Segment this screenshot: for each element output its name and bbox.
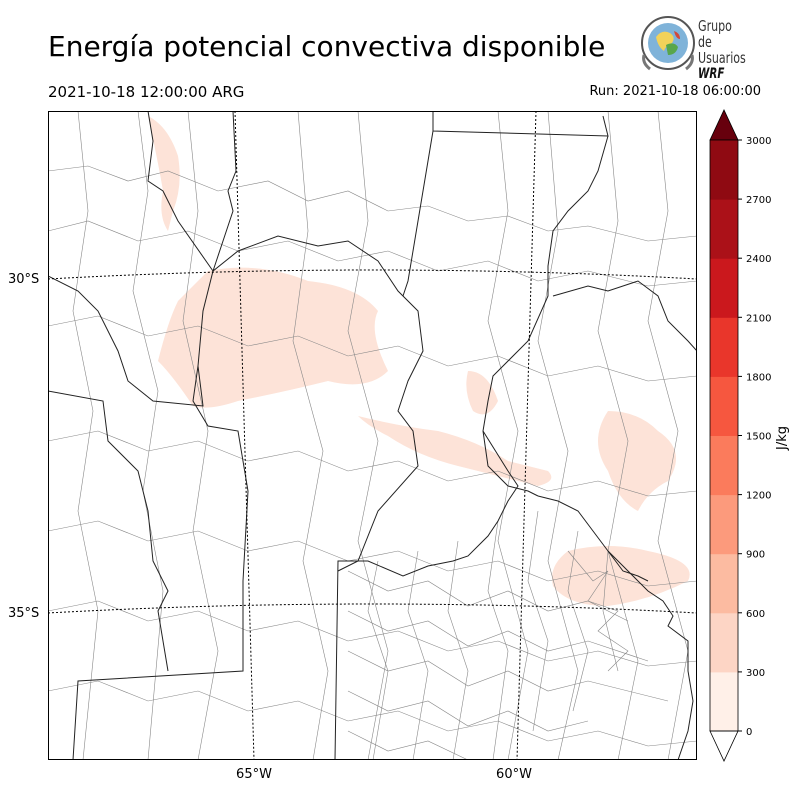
lat-label-30s: 30°S [8, 272, 40, 287]
colorbar-extend-max [709, 109, 739, 141]
colorbar-segment [710, 671, 738, 732]
lat-label-35s: 35°S [8, 606, 40, 621]
colorbar-tick-label: 3000 [746, 136, 771, 147]
logo-line-2: Usuarios [698, 49, 746, 67]
valid-time: 2021-10-18 12:00:00 ARG [48, 83, 245, 101]
colorbar-tick-label: 1800 [746, 372, 771, 383]
globe-logo-icon [641, 16, 695, 71]
province-boundaries [48, 111, 697, 760]
colorbar: 0 300 600 900 1200 1500 1800 2100 2400 2700 3000 J… [709, 109, 790, 762]
map-frame [48, 111, 697, 760]
colorbar-segment [710, 317, 738, 377]
colorbar-segment [710, 140, 738, 200]
logo-line-3: WRF [698, 66, 725, 82]
colorbar-segment [710, 376, 738, 436]
colorbar-segment [710, 435, 738, 496]
run-time: Run: 2021-10-18 06:00:00 [589, 84, 761, 99]
colorbar-extend-min [709, 730, 739, 762]
colorbar-tick-label: 900 [746, 550, 765, 561]
colorbar-tick-label: 600 [746, 609, 765, 620]
colorbar-segment [710, 553, 738, 614]
colorbar-segment [710, 258, 738, 318]
lon-label-60w: 60°W [496, 767, 532, 782]
colorbar-segment [710, 612, 738, 673]
colorbar-unit-label: J/kg [775, 426, 790, 451]
colorbar-tick-label: 1200 [746, 491, 771, 502]
logo-line-1: Grupo de [698, 17, 732, 51]
colorbar-segment [710, 494, 738, 555]
lon-label-65w: 65°W [236, 767, 272, 782]
cape-shading [148, 116, 690, 606]
colorbar-tick-label: 2100 [746, 313, 771, 324]
colorbar-tick-label: 0 [746, 727, 752, 738]
colorbar-tick-label: 300 [746, 668, 765, 679]
department-boundaries [48, 111, 697, 760]
map-panel [48, 111, 697, 760]
colorbar-tick-label: 2700 [746, 195, 771, 206]
graticule [48, 111, 697, 760]
colorbar-tick-label: 1500 [746, 432, 771, 443]
chart-title: Energía potencial convectiva disponible [48, 30, 606, 63]
colorbar-tick-label: 2400 [746, 254, 771, 265]
colorbar-segment [710, 199, 738, 259]
gruwrf-logo: Grupo de Usuarios WRF [638, 15, 758, 82]
